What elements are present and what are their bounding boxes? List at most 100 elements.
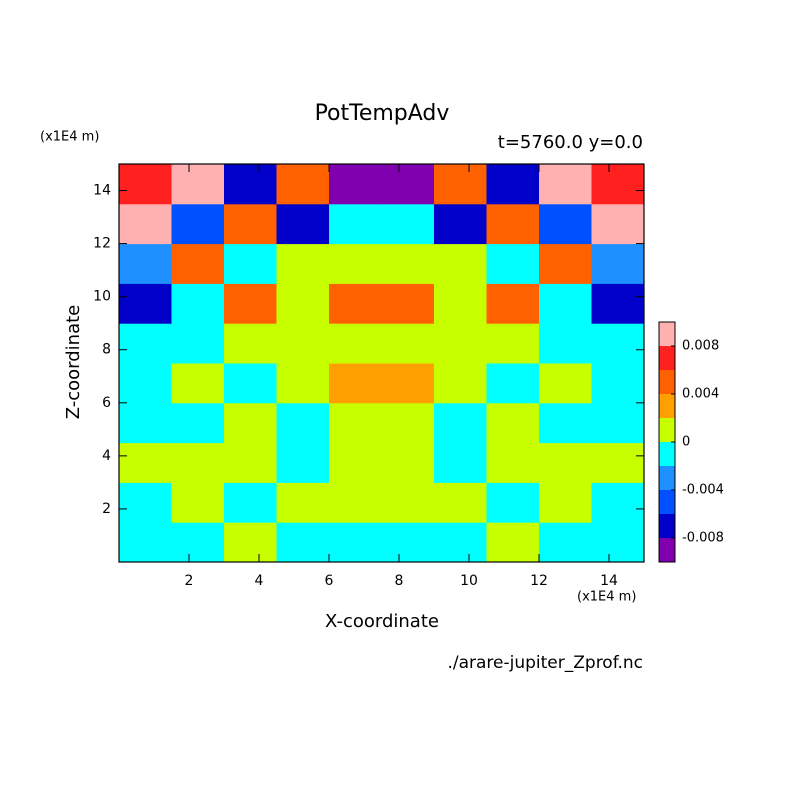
- contour-cell: [539, 482, 592, 523]
- colorbar-tick-label: 0.004: [682, 387, 719, 402]
- contour-cell: [434, 402, 487, 444]
- contour-cell: [171, 442, 225, 483]
- contour-cell: [276, 482, 330, 523]
- contour-cell: [486, 164, 540, 205]
- contour-cell: [224, 402, 277, 444]
- contour-cell: [434, 442, 487, 483]
- colorbar-tick-label: 0: [682, 435, 690, 450]
- contour-cell: [381, 323, 435, 364]
- contour-cell: [486, 482, 540, 523]
- contour-cell: [486, 442, 540, 483]
- contour-cell: [329, 522, 382, 563]
- colorbar-segment: [659, 466, 675, 490]
- y-axis-label: Z-coordinate: [63, 305, 84, 420]
- contour-cell: [119, 402, 172, 444]
- y-tick-label: 4: [102, 448, 111, 464]
- contour-cell: [171, 323, 225, 364]
- contour-cell: [171, 203, 225, 245]
- contour-cell: [381, 402, 435, 444]
- chart-title: PotTempAdv: [315, 101, 450, 126]
- contour-cell: [591, 243, 645, 284]
- contour-cell: [381, 482, 435, 523]
- x-axis-label: X-coordinate: [325, 611, 439, 632]
- contour-cell: [329, 243, 382, 284]
- x-tick-label: 12: [530, 573, 548, 589]
- contour-cell: [224, 164, 277, 205]
- contour-cell: [539, 363, 592, 404]
- colorbar-tick-label: -0.004: [682, 483, 724, 498]
- subtitle: t=5760.0 y=0.0: [498, 132, 643, 153]
- colorbar-segment: [659, 346, 675, 370]
- colorbar-tick-label: 0.008: [682, 339, 719, 354]
- contour-cell: [591, 402, 645, 444]
- contour-cell: [591, 482, 645, 523]
- contour-cell: [381, 283, 435, 324]
- contour-cell: [224, 482, 277, 523]
- contour-cell: [224, 283, 277, 324]
- contour-cell: [276, 522, 330, 563]
- contour-cell: [119, 164, 172, 205]
- contour-cell: [276, 164, 330, 205]
- contour-cell: [276, 203, 330, 245]
- x-unit: (x1E4 m): [577, 590, 636, 605]
- contour-cell: [486, 203, 540, 245]
- contour-cell: [171, 522, 225, 563]
- contour-cell: [329, 442, 382, 483]
- contour-cell: [224, 243, 277, 284]
- contour-cell: [171, 402, 225, 444]
- contour-cell: [591, 164, 645, 205]
- contour-cell: [381, 164, 435, 205]
- contour-cell: [119, 442, 172, 483]
- contour-cell: [434, 482, 487, 523]
- colorbar-segment: [659, 514, 675, 538]
- contour-cell: [329, 283, 382, 324]
- contour-cell: [539, 203, 592, 245]
- y-tick-label: 6: [102, 395, 111, 411]
- contour-cell: [381, 363, 435, 404]
- contour-cell: [119, 203, 172, 245]
- contour-cell: [171, 243, 225, 284]
- contour-cell: [171, 164, 225, 205]
- contour-cell: [276, 243, 330, 284]
- contour-cell: [486, 363, 540, 404]
- contour-cell: [434, 363, 487, 404]
- contour-cell: [591, 442, 645, 483]
- x-tick-label: 2: [185, 573, 194, 589]
- contour-cell: [539, 243, 592, 284]
- contour-cell: [329, 203, 382, 245]
- y-tick-label: 12: [93, 236, 111, 252]
- contour-cell: [381, 243, 435, 284]
- contour-cell: [329, 323, 382, 364]
- contour-cell: [434, 323, 487, 364]
- contour-cell: [224, 442, 277, 483]
- y-tick-label: 14: [93, 183, 111, 199]
- x-tick-label: 4: [255, 573, 264, 589]
- x-tick-label: 10: [460, 573, 478, 589]
- contour-cell: [381, 442, 435, 483]
- y-unit: (x1E4 m): [40, 130, 99, 145]
- contour-cell: [591, 203, 645, 245]
- contour-cell: [591, 323, 645, 364]
- contour-cell: [539, 522, 592, 563]
- contour-cell: [486, 283, 540, 324]
- colorbar-tick-label: -0.008: [682, 531, 724, 546]
- contour-cell: [539, 323, 592, 364]
- contour-cell: [119, 363, 172, 404]
- contour-cell: [276, 283, 330, 324]
- contour-cell: [486, 522, 540, 563]
- y-tick-label: 2: [102, 501, 111, 517]
- y-tick-label: 10: [93, 289, 111, 305]
- contour-cell: [591, 283, 645, 324]
- source-file: ./arare-jupiter_Zprof.nc: [447, 653, 643, 673]
- contour-cell: [434, 243, 487, 284]
- contour-cell: [119, 243, 172, 284]
- contour-cell: [119, 323, 172, 364]
- contour-cell: [119, 283, 172, 324]
- contour-cell: [591, 522, 645, 563]
- x-tick-label: 6: [325, 573, 334, 589]
- contour-cell: [539, 442, 592, 483]
- colorbar-segment: [659, 490, 675, 514]
- contour-cell: [224, 323, 277, 364]
- contour-cell: [276, 323, 330, 364]
